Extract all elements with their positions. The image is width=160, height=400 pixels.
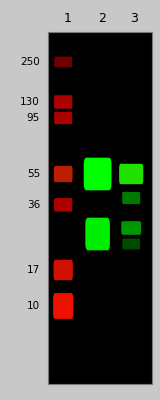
Text: 2: 2 [98,12,106,24]
FancyBboxPatch shape [53,260,73,280]
FancyBboxPatch shape [54,112,72,124]
Text: 17: 17 [27,265,40,275]
FancyBboxPatch shape [121,221,141,235]
Text: 250: 250 [20,57,40,67]
Text: 130: 130 [20,97,40,107]
FancyBboxPatch shape [122,238,140,250]
FancyBboxPatch shape [84,158,112,190]
FancyBboxPatch shape [54,198,72,212]
Text: 1: 1 [64,12,72,24]
FancyBboxPatch shape [53,293,73,319]
Text: 95: 95 [27,113,40,123]
FancyBboxPatch shape [48,32,152,384]
Text: 10: 10 [27,301,40,311]
FancyBboxPatch shape [54,56,72,68]
FancyBboxPatch shape [54,95,72,109]
Text: 3: 3 [130,12,138,24]
FancyBboxPatch shape [122,192,140,204]
FancyBboxPatch shape [85,218,110,250]
Text: 55: 55 [27,169,40,179]
FancyBboxPatch shape [119,164,143,184]
FancyBboxPatch shape [54,166,72,182]
Text: 36: 36 [27,200,40,210]
